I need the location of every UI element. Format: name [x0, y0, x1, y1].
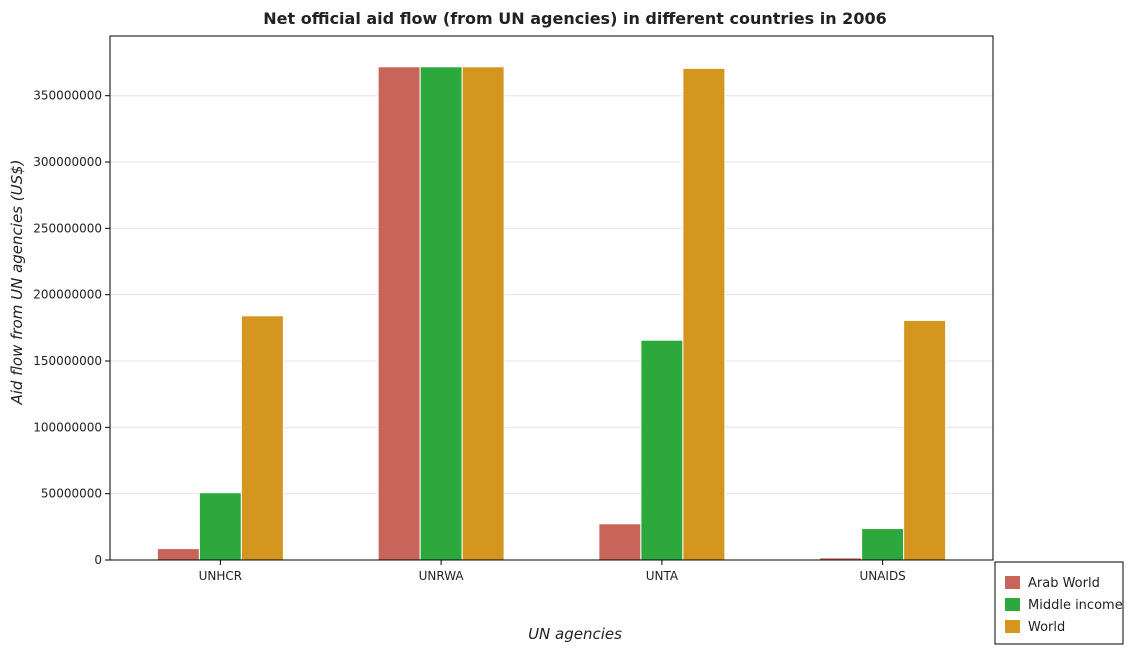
x-tick-label: UNRWA	[419, 569, 465, 583]
x-tick-label: UNAIDS	[859, 569, 905, 583]
legend-label: Middle income	[1028, 598, 1123, 613]
bar-world-unta	[682, 67, 726, 561]
y-tick-label: 200000000	[33, 288, 102, 302]
bar-world-unaids	[903, 319, 947, 561]
bar-world-unhcr	[240, 315, 284, 561]
y-tick-label: 150000000	[33, 354, 102, 368]
y-axis-label: Aid flow from UN agencies (US$)	[8, 159, 26, 405]
y-tick-label: 250000000	[33, 221, 102, 235]
legend-swatch	[1005, 598, 1020, 611]
bar-arab-world-unhcr	[156, 548, 200, 561]
y-tick-label: 300000000	[33, 155, 102, 169]
bar-world-unrwa	[461, 66, 505, 561]
y-axis-ticks: 0 50000000 100000000 150000000 200000000 2500…	[33, 89, 110, 567]
legend-swatch	[1005, 576, 1020, 589]
chart-title: Net official aid flow (from UN agencies)…	[263, 9, 886, 28]
legend-swatch	[1005, 620, 1020, 633]
bar-arab-world-unrwa	[377, 66, 421, 561]
legend-label: Arab World	[1028, 576, 1100, 591]
bar-arab-world-unta	[598, 523, 642, 561]
bar-middle-income-unta	[640, 339, 684, 561]
bar-middle-income-unhcr	[198, 492, 242, 561]
y-tick-label: 350000000	[33, 89, 102, 103]
y-tick-label: 0	[94, 553, 102, 567]
bar-middle-income-unrwa	[419, 66, 463, 561]
x-tick-label: UNHCR	[199, 569, 243, 583]
y-tick-label: 100000000	[33, 420, 102, 434]
bar-middle-income-unaids	[861, 528, 905, 561]
legend: Arab World Middle income World	[994, 561, 1124, 645]
x-axis-label: UN agencies	[528, 625, 622, 643]
legend-label: World	[1028, 620, 1065, 635]
x-axis-ticks: UNHCR UNRWA UNTA UNAIDS	[199, 560, 906, 583]
plot-frame	[109, 35, 994, 561]
y-tick-label: 50000000	[41, 487, 102, 501]
x-tick-label: UNTA	[646, 569, 679, 583]
bars	[156, 66, 947, 561]
